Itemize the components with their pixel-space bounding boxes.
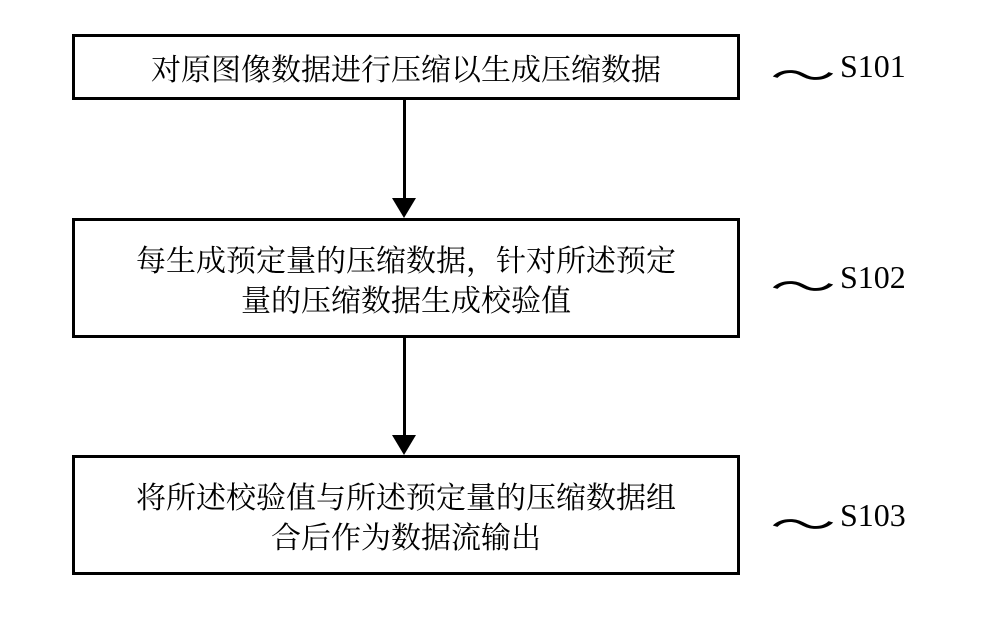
flowchart-node-2-text: 每生成预定量的压缩数据，针对所述预定 量的压缩数据生成校验值 — [75, 238, 737, 319]
flow-arrow-2-head — [392, 435, 416, 455]
flowchart-node-1: 对原图像数据进行压缩以生成压缩数据 — [72, 34, 740, 100]
flow-arrow-1-line — [403, 100, 406, 198]
flowchart-node-1-text: 对原图像数据进行压缩以生成压缩数据 — [75, 47, 737, 88]
flowchart-canvas: 对原图像数据进行压缩以生成压缩数据 每生成预定量的压缩数据，针对所述预定 量的压… — [0, 0, 1000, 628]
step-label-s101: S101 — [840, 48, 906, 85]
flowchart-node-2: 每生成预定量的压缩数据，针对所述预定 量的压缩数据生成校验值 — [72, 218, 740, 338]
flow-arrow-1-head — [392, 198, 416, 218]
tilde-connector-1: ～ — [770, 47, 836, 100]
tilde-connector-3: ～ — [770, 496, 836, 549]
flowchart-node-3: 将所述校验值与所述预定量的压缩数据组 合后作为数据流输出 — [72, 455, 740, 575]
flow-arrow-2-line — [403, 338, 406, 435]
step-label-s102: S102 — [840, 259, 906, 296]
step-label-s103: S103 — [840, 497, 906, 534]
tilde-connector-2: ～ — [770, 258, 836, 311]
flowchart-node-3-text: 将所述校验值与所述预定量的压缩数据组 合后作为数据流输出 — [75, 475, 737, 556]
